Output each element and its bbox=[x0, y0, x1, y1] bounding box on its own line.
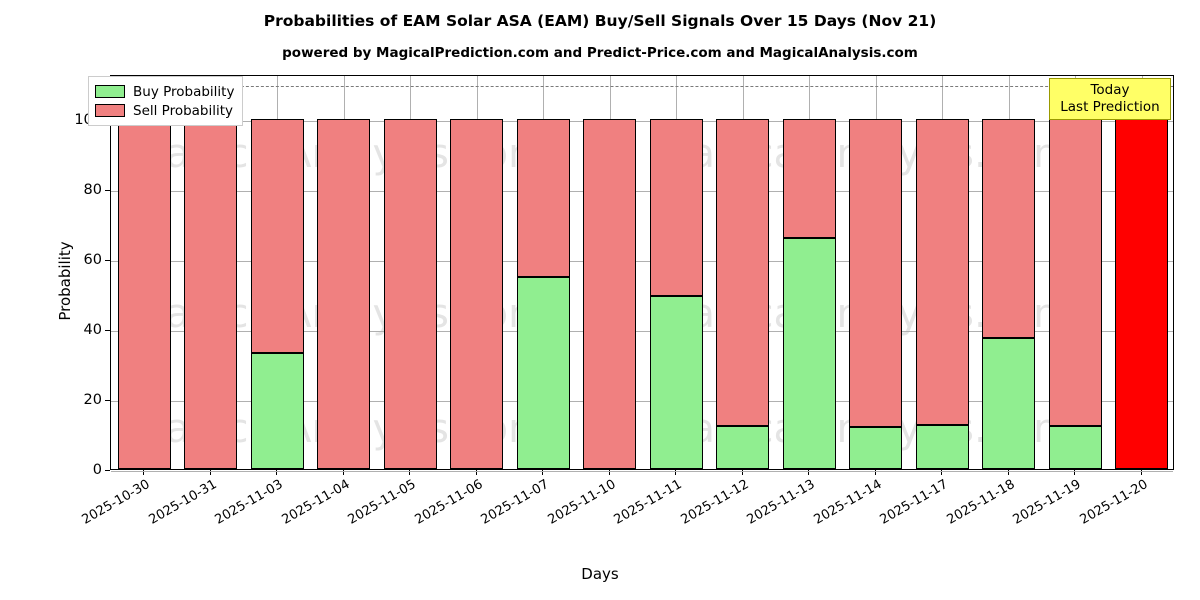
bar-group[interactable] bbox=[1115, 74, 1169, 469]
chart-subtitle: powered by MagicalPrediction.com and Pre… bbox=[282, 45, 918, 61]
bar-segment-sell[interactable] bbox=[1048, 119, 1102, 427]
bar-group[interactable] bbox=[1048, 74, 1102, 469]
legend-swatch-buy bbox=[95, 85, 125, 98]
y-tick-label: 20 bbox=[83, 392, 102, 409]
bar-segment-buy[interactable] bbox=[915, 424, 969, 469]
x-tick-mark bbox=[675, 470, 677, 475]
bar-group[interactable] bbox=[649, 74, 703, 469]
y-axis-label: Probability bbox=[56, 241, 74, 321]
bar-segment-sell[interactable] bbox=[516, 119, 570, 278]
y-tick-mark bbox=[105, 470, 110, 471]
y-tick-label: 40 bbox=[83, 322, 102, 339]
gridline-horizontal bbox=[111, 471, 1173, 472]
bar-segment-sell[interactable] bbox=[915, 119, 969, 425]
bar-segment-sell[interactable] bbox=[250, 119, 304, 353]
legend-label-sell: Sell Probability bbox=[133, 102, 234, 119]
today-annotation-line1: Today bbox=[1090, 82, 1130, 98]
legend-item-buy: Buy Probability bbox=[95, 82, 234, 101]
bar-group[interactable] bbox=[117, 74, 171, 469]
bar-segment-sell[interactable] bbox=[782, 119, 836, 239]
x-tick-mark bbox=[741, 470, 743, 475]
y-tick-mark bbox=[105, 330, 110, 332]
bar-segment-buy[interactable] bbox=[1048, 426, 1102, 469]
x-tick-mark bbox=[209, 470, 211, 475]
x-axis-label: Days bbox=[581, 565, 619, 583]
bar-group[interactable] bbox=[982, 74, 1036, 469]
bar-segment-today[interactable] bbox=[1115, 119, 1169, 469]
x-tick-mark bbox=[874, 470, 876, 475]
bar-segment-sell[interactable] bbox=[982, 119, 1036, 339]
bar-group[interactable] bbox=[583, 74, 637, 469]
y-tick-mark bbox=[105, 260, 110, 262]
today-annotation-line2: Last Prediction bbox=[1060, 99, 1160, 115]
gridline-horizontal bbox=[111, 401, 1173, 403]
bar-group[interactable] bbox=[782, 74, 836, 469]
bar-group[interactable] bbox=[716, 74, 770, 469]
bar-segment-buy[interactable] bbox=[849, 427, 903, 469]
bar-group[interactable] bbox=[516, 74, 570, 469]
y-tick-label: 0 bbox=[92, 462, 102, 478]
bar-segment-sell[interactable] bbox=[317, 119, 371, 469]
x-tick-mark bbox=[1007, 470, 1009, 475]
bar-group[interactable] bbox=[450, 74, 504, 469]
chart-title: Probabilities of EAM Solar ASA (EAM) Buy… bbox=[263, 12, 937, 30]
bar-group[interactable] bbox=[250, 74, 304, 469]
chart-legend: Buy Probability Sell Probability bbox=[88, 76, 244, 126]
bar-segment-sell[interactable] bbox=[716, 119, 770, 426]
bar-segment-buy[interactable] bbox=[516, 277, 570, 469]
x-tick-mark bbox=[276, 470, 278, 475]
y-tick-label: 60 bbox=[83, 252, 102, 269]
gridline-horizontal bbox=[111, 331, 1173, 333]
bar-segment-sell[interactable] bbox=[184, 119, 238, 469]
bar-group[interactable] bbox=[915, 74, 969, 469]
x-tick-mark bbox=[342, 470, 344, 475]
x-tick-mark bbox=[475, 470, 477, 475]
bar-group[interactable] bbox=[849, 74, 903, 469]
x-tick-mark bbox=[1074, 470, 1076, 475]
x-tick-mark bbox=[608, 470, 610, 475]
y-tick-mark bbox=[105, 190, 110, 192]
bar-segment-sell[interactable] bbox=[383, 119, 437, 469]
bar-segment-buy[interactable] bbox=[716, 425, 770, 469]
bar-group[interactable] bbox=[317, 74, 371, 469]
legend-label-buy: Buy Probability bbox=[133, 83, 235, 100]
bar-segment-sell[interactable] bbox=[649, 119, 703, 296]
y-axis-ticks: 020406080100 bbox=[46, 75, 102, 478]
today-annotation: Today Last Prediction bbox=[1049, 78, 1171, 120]
x-tick-mark bbox=[941, 470, 943, 475]
x-tick-mark bbox=[808, 470, 810, 475]
legend-item-sell: Sell Probability bbox=[95, 101, 234, 120]
bars-layer bbox=[111, 76, 1173, 469]
x-tick-mark bbox=[542, 470, 544, 475]
x-tick-mark bbox=[143, 470, 145, 475]
bar-group[interactable] bbox=[184, 74, 238, 469]
x-tick-mark bbox=[1140, 470, 1142, 475]
plot-area: MagicalAnalysis.comMagicalAnalysis.comMa… bbox=[110, 75, 1174, 472]
bar-segment-sell[interactable] bbox=[849, 119, 903, 428]
bar-segment-buy[interactable] bbox=[649, 295, 703, 469]
y-tick-mark bbox=[105, 400, 110, 402]
gridline-horizontal bbox=[111, 121, 1173, 123]
gridline-horizontal bbox=[111, 191, 1173, 193]
legend-swatch-sell bbox=[95, 104, 125, 117]
bar-segment-buy[interactable] bbox=[782, 238, 836, 469]
bar-segment-buy[interactable] bbox=[250, 352, 304, 469]
bar-segment-sell[interactable] bbox=[583, 119, 637, 469]
bar-segment-sell[interactable] bbox=[450, 119, 504, 469]
bar-segment-buy[interactable] bbox=[982, 338, 1036, 469]
gridline-horizontal bbox=[111, 261, 1173, 263]
x-tick-mark bbox=[409, 470, 411, 475]
y-tick-label: 80 bbox=[83, 182, 102, 199]
bar-segment-sell[interactable] bbox=[117, 119, 171, 469]
bar-group[interactable] bbox=[383, 74, 437, 469]
